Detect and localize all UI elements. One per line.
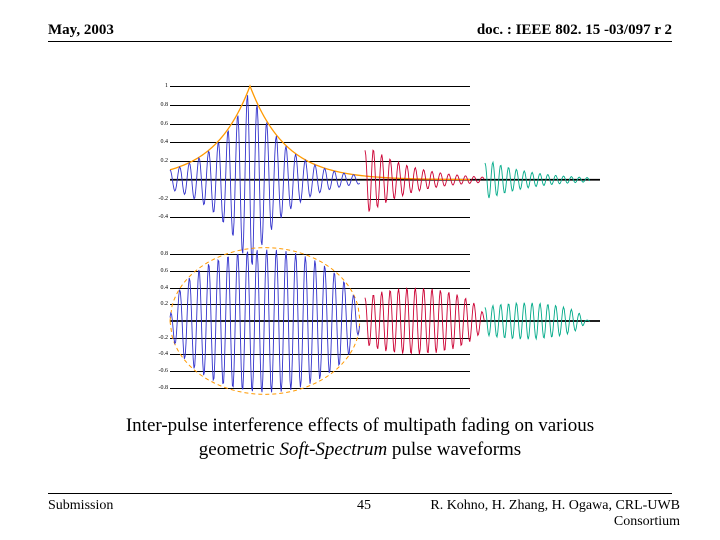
- header-date: May, 2003: [48, 22, 114, 39]
- ytick-label: -0.4: [148, 214, 168, 220]
- top-chart: 10.80.60.40.2-0.2-0.4: [170, 86, 600, 236]
- caption-line2b: pulse waveforms: [387, 439, 521, 460]
- header-rule: [48, 41, 672, 42]
- slide-footer: Submission 45 R. Kohno, H. Zhang, H. Oga…: [48, 498, 680, 530]
- ytick-label: -0.2: [148, 335, 168, 341]
- ytick-label: 0.4: [148, 285, 168, 291]
- ytick-label: -0.8: [148, 385, 168, 391]
- ytick-label: -0.2: [148, 196, 168, 202]
- slide-header: May, 2003 doc. : IEEE 802. 15 -03/097 r …: [0, 0, 720, 39]
- charts-region: 10.80.60.40.2-0.2-0.40.80.60.40.2-0.2-0.…: [170, 76, 650, 396]
- ytick-label: 0.4: [148, 139, 168, 145]
- caption-line1: Inter-pulse interference effects of mult…: [126, 415, 594, 436]
- caption-italic: Soft-Spectrum: [280, 439, 388, 460]
- ytick-label: 0.2: [148, 301, 168, 307]
- header-docref: doc. : IEEE 802. 15 -03/097 r 2: [477, 22, 672, 39]
- ytick-label: 0.6: [148, 121, 168, 127]
- ytick-label: 0.2: [148, 158, 168, 164]
- ytick-label: -0.6: [148, 368, 168, 374]
- bottom-chart: 0.80.60.40.2-0.2-0.4-0.6-0.8: [170, 246, 600, 396]
- footer-right: R. Kohno, H. Zhang, H. Ogawa, CRL-UWB Co…: [430, 498, 680, 530]
- caption: Inter-pulse interference effects of mult…: [48, 414, 672, 462]
- ytick-label: 0.8: [148, 102, 168, 108]
- ytick-label: 1: [148, 83, 168, 89]
- ytick-label: 0.6: [148, 268, 168, 274]
- footer-left: Submission: [48, 498, 113, 514]
- caption-line2a: geometric: [199, 439, 280, 460]
- ytick-label: -0.4: [148, 351, 168, 357]
- footer-rule: [48, 493, 672, 494]
- ytick-label: 0.8: [148, 251, 168, 257]
- footer-page: 45: [357, 498, 371, 514]
